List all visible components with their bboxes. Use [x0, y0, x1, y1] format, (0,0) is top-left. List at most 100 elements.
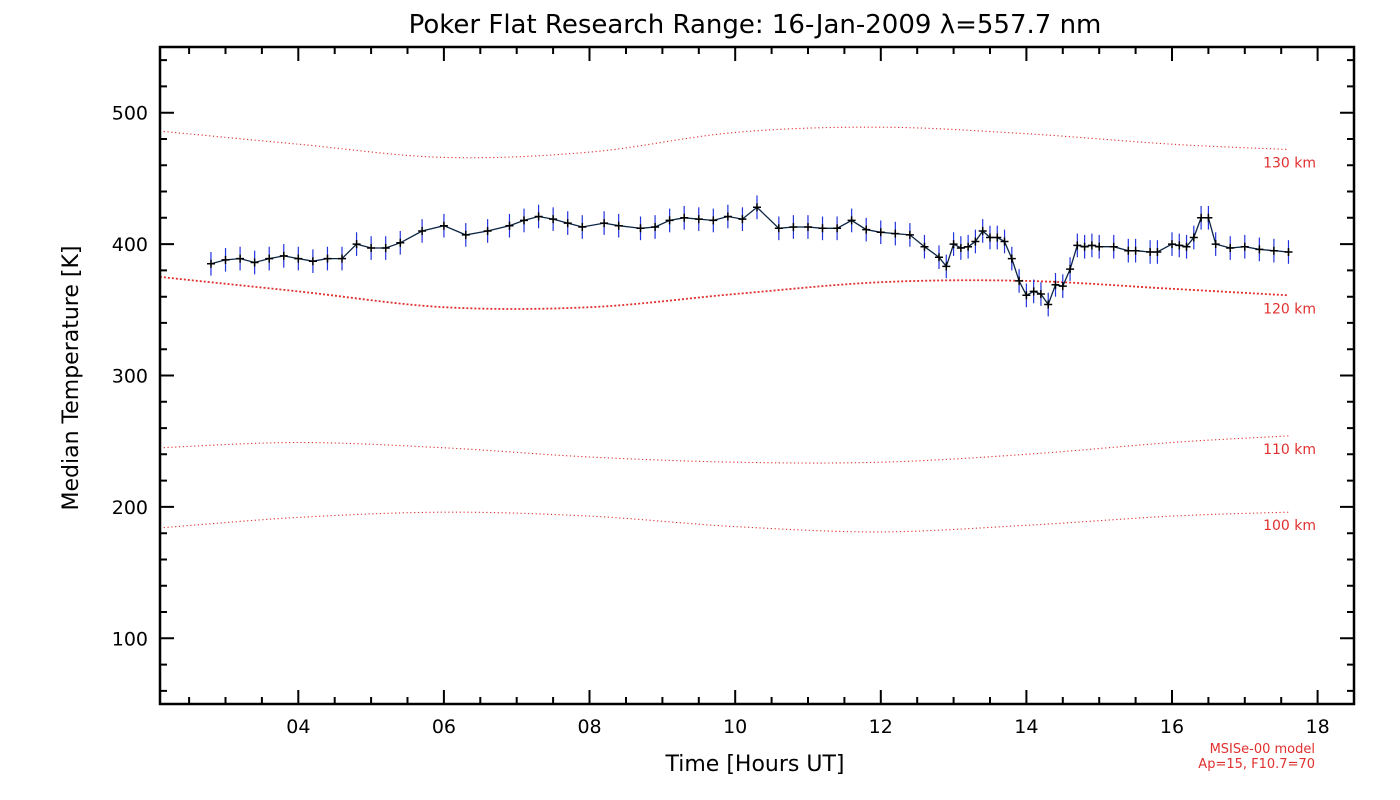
- model-note-line-2: Ap=15, F10.7=70: [1198, 757, 1315, 772]
- model-note-line-1: MSISe-00 model: [1210, 742, 1315, 757]
- data-point: [833, 224, 842, 233]
- x-tick-label: 18: [1306, 716, 1330, 738]
- data-point: [1204, 213, 1213, 222]
- data-point: [1022, 291, 1031, 300]
- data-point: [418, 227, 427, 235]
- data-point: [563, 219, 572, 228]
- data-point: [942, 262, 951, 271]
- y-tick-label: 400: [112, 234, 148, 256]
- data-point: [818, 224, 827, 233]
- tick-marks: [160, 47, 1355, 704]
- data-point: [956, 244, 965, 252]
- x-tick-label: 12: [869, 716, 893, 738]
- data-point: [753, 203, 761, 212]
- data-point: [294, 254, 303, 263]
- data-point: [1269, 246, 1278, 255]
- axis-ticks: [160, 47, 1355, 704]
- data-point: [949, 240, 958, 249]
- data-point: [1029, 287, 1038, 296]
- data-point: [505, 221, 514, 230]
- model-curve-120-km: [159, 276, 1289, 310]
- data-point: [600, 219, 609, 228]
- data-point: [862, 225, 871, 234]
- measured-series: [207, 195, 1293, 317]
- data-point: [971, 237, 980, 246]
- data-point: [207, 259, 215, 268]
- model-label-100-km: 100 km: [1263, 518, 1316, 534]
- y-tick-label: 100: [112, 628, 148, 650]
- series-line: [210, 206, 1289, 306]
- data-point: [381, 244, 390, 252]
- data-point: [636, 224, 645, 233]
- model-label-110-km: 110 km: [1263, 442, 1316, 458]
- data-point: [221, 255, 230, 264]
- plot-frame: [158, 45, 1356, 706]
- model-curve-110-km: [159, 435, 1289, 464]
- model-curve-130-km: [159, 126, 1289, 159]
- data-point: [680, 213, 689, 222]
- data-point: [396, 238, 405, 247]
- data-point: [352, 240, 361, 249]
- y-tick-labels: 100 200 300 400 500: [112, 103, 148, 651]
- x-tick-label: 04: [286, 716, 310, 738]
- data-point: [236, 254, 245, 263]
- model-labels: 130 km 120 km 110 km 100 km: [1263, 155, 1316, 534]
- data-point: [723, 212, 732, 221]
- data-point: [993, 233, 1002, 242]
- data-point: [1000, 237, 1009, 246]
- data-point: [1182, 242, 1191, 251]
- data-point: [1087, 241, 1096, 250]
- data-point: [1036, 290, 1045, 298]
- data-point: [578, 223, 587, 231]
- data-point: [1168, 240, 1176, 249]
- data-point: [439, 221, 448, 230]
- data-point: [804, 223, 812, 231]
- data-point: [265, 254, 274, 263]
- data-point: [935, 253, 943, 262]
- y-tick-label: 200: [112, 497, 148, 519]
- data-point: [483, 227, 492, 235]
- data-point: [1240, 242, 1249, 251]
- data-point: [1175, 241, 1184, 250]
- y-tick-label: 300: [112, 366, 148, 388]
- x-tick-label: 08: [577, 716, 601, 738]
- data-point: [1124, 246, 1133, 255]
- data-point: [250, 258, 259, 267]
- y-tick-label: 500: [112, 103, 148, 125]
- data-point: [1080, 242, 1089, 251]
- data-point: [774, 224, 783, 233]
- data-point: [1211, 240, 1220, 249]
- model-curves: [159, 126, 1289, 533]
- data-point: [549, 215, 558, 224]
- model-label-120-km: 120 km: [1263, 301, 1316, 317]
- data-point: [1044, 300, 1053, 309]
- data-point: [520, 216, 528, 225]
- data-point: [905, 230, 914, 239]
- data-point: [847, 216, 856, 225]
- data-point: [1255, 245, 1264, 254]
- chart-title: Poker Flat Research Range: 16-Jan-2009 λ…: [409, 10, 1102, 40]
- data-point: [1153, 248, 1162, 256]
- data-point: [738, 215, 747, 224]
- data-point: [1197, 213, 1206, 222]
- model-curve-100-km: [159, 511, 1289, 533]
- data-point: [367, 244, 376, 252]
- data-point: [694, 215, 703, 224]
- x-tick-labels: 04 06 08 10 12 14 16 18: [286, 716, 1329, 738]
- data-point: [876, 228, 885, 237]
- data-point: [1109, 242, 1118, 251]
- data-point: [1226, 244, 1235, 252]
- data-point: [978, 227, 987, 235]
- data-point: [1015, 276, 1024, 285]
- data-point: [1284, 248, 1293, 256]
- data-point: [964, 242, 973, 251]
- data-point: [534, 212, 543, 221]
- data-point: [709, 216, 718, 225]
- data-point: [920, 242, 929, 251]
- data-point: [1131, 246, 1140, 255]
- data-point: [1146, 248, 1155, 256]
- data-point: [891, 229, 900, 238]
- data-point: [789, 223, 798, 231]
- data-point: [614, 221, 623, 230]
